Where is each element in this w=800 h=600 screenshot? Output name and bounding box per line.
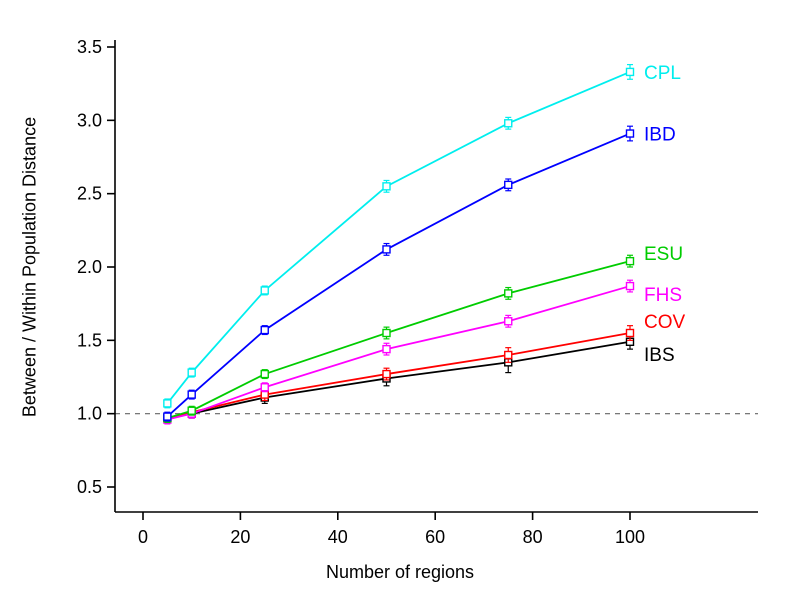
data-point-IBD <box>187 390 196 399</box>
data-point-FHS <box>625 281 635 291</box>
data-point-ESU <box>260 369 269 379</box>
x-tick-label: 80 <box>523 527 543 547</box>
data-point-IBD <box>504 180 513 190</box>
series-label-CPL: CPL <box>644 63 681 84</box>
data-point-IBD <box>163 412 172 421</box>
y-tick-label: 0.5 <box>77 477 102 497</box>
y-tick-label: 3.5 <box>77 37 102 57</box>
y-tick-label: 2.5 <box>77 184 102 204</box>
data-point-CPL <box>260 286 269 295</box>
series-label-COV: COV <box>644 312 686 333</box>
series-line-IBD <box>166 132 631 418</box>
data-point-COV <box>382 369 391 379</box>
data-point-CPL <box>504 119 513 128</box>
series-label-FHS: FHS <box>644 285 682 306</box>
data-point-CPL <box>187 368 196 377</box>
x-tick-label: 40 <box>328 527 348 547</box>
data-point-CPL <box>163 399 172 408</box>
data-point-ESU <box>625 256 635 266</box>
data-point-IBD <box>382 245 391 254</box>
data-point-CPL <box>625 67 635 77</box>
series-label-IBS: IBS <box>644 345 675 366</box>
y-tick-label: 1.0 <box>77 404 102 424</box>
data-point-ESU <box>504 289 513 298</box>
data-point-ESU <box>187 406 196 415</box>
x-tick-label: 20 <box>230 527 250 547</box>
data-point-FHS <box>260 383 269 392</box>
series-line-ESU <box>167 260 631 419</box>
x-tick-label: 60 <box>425 527 445 547</box>
y-tick-label: 2.0 <box>77 257 102 277</box>
data-point-IBD <box>625 129 635 138</box>
data-point-ESU <box>382 328 391 338</box>
data-point-FHS <box>504 317 513 326</box>
series-label-ESU: ESU <box>644 244 683 265</box>
series-label-IBD: IBD <box>644 125 676 146</box>
x-tick-label: 0 <box>138 527 148 547</box>
x-tick-label: 100 <box>615 527 645 547</box>
series-line-CPL <box>166 71 631 404</box>
data-point-CPL <box>382 182 391 191</box>
series-line-IBS <box>167 340 631 419</box>
y-tick-label: 1.5 <box>77 330 102 350</box>
data-point-IBD <box>260 325 269 335</box>
data-point-COV <box>504 350 513 360</box>
y-tick-label: 3.0 <box>77 110 102 130</box>
data-point-FHS <box>382 344 391 354</box>
data-point-COV <box>625 328 635 338</box>
